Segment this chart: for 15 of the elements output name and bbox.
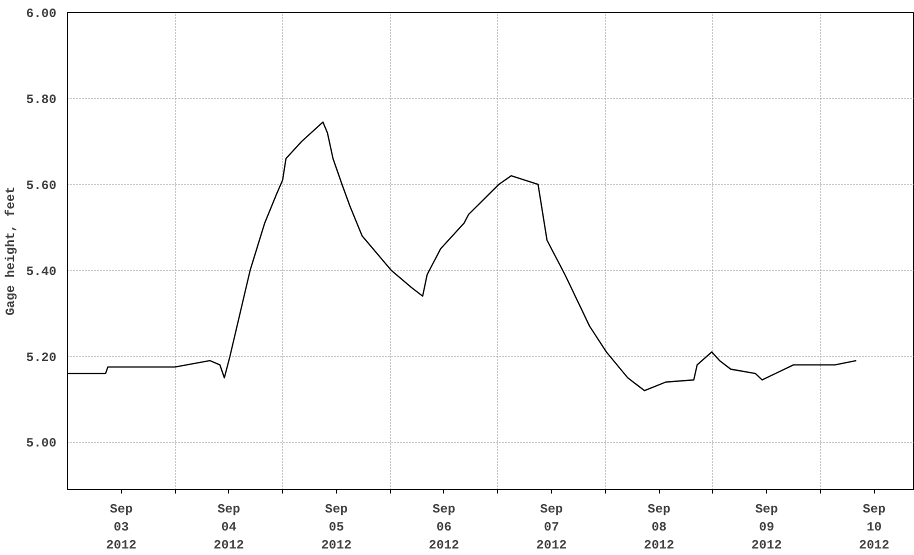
x-tick-label: Sep 08 2012: [644, 502, 674, 552]
y-tick-label: 5.40: [26, 264, 57, 279]
y-tick-label: 5.80: [26, 92, 57, 107]
x-tick-label: Sep 03 2012: [106, 502, 136, 552]
x-tick-label: Sep 06 2012: [428, 502, 460, 552]
y-tick-label: 6.00: [26, 6, 57, 21]
y-tick-label: 5.20: [26, 350, 57, 365]
y-tick-label: 5.60: [26, 178, 57, 193]
y-tick-label: 5.00: [26, 436, 57, 451]
x-tick-label: Sep 07 2012: [536, 502, 567, 552]
x-tick-label: Sep 09 2012: [751, 502, 782, 552]
x-tick-label: Sep 04 2012: [214, 502, 244, 552]
x-tick-label: Sep 10 2012: [858, 502, 890, 552]
y-axis-title: Gage height, feet: [3, 186, 18, 316]
x-tick-label: Sep 05 2012: [321, 502, 352, 552]
